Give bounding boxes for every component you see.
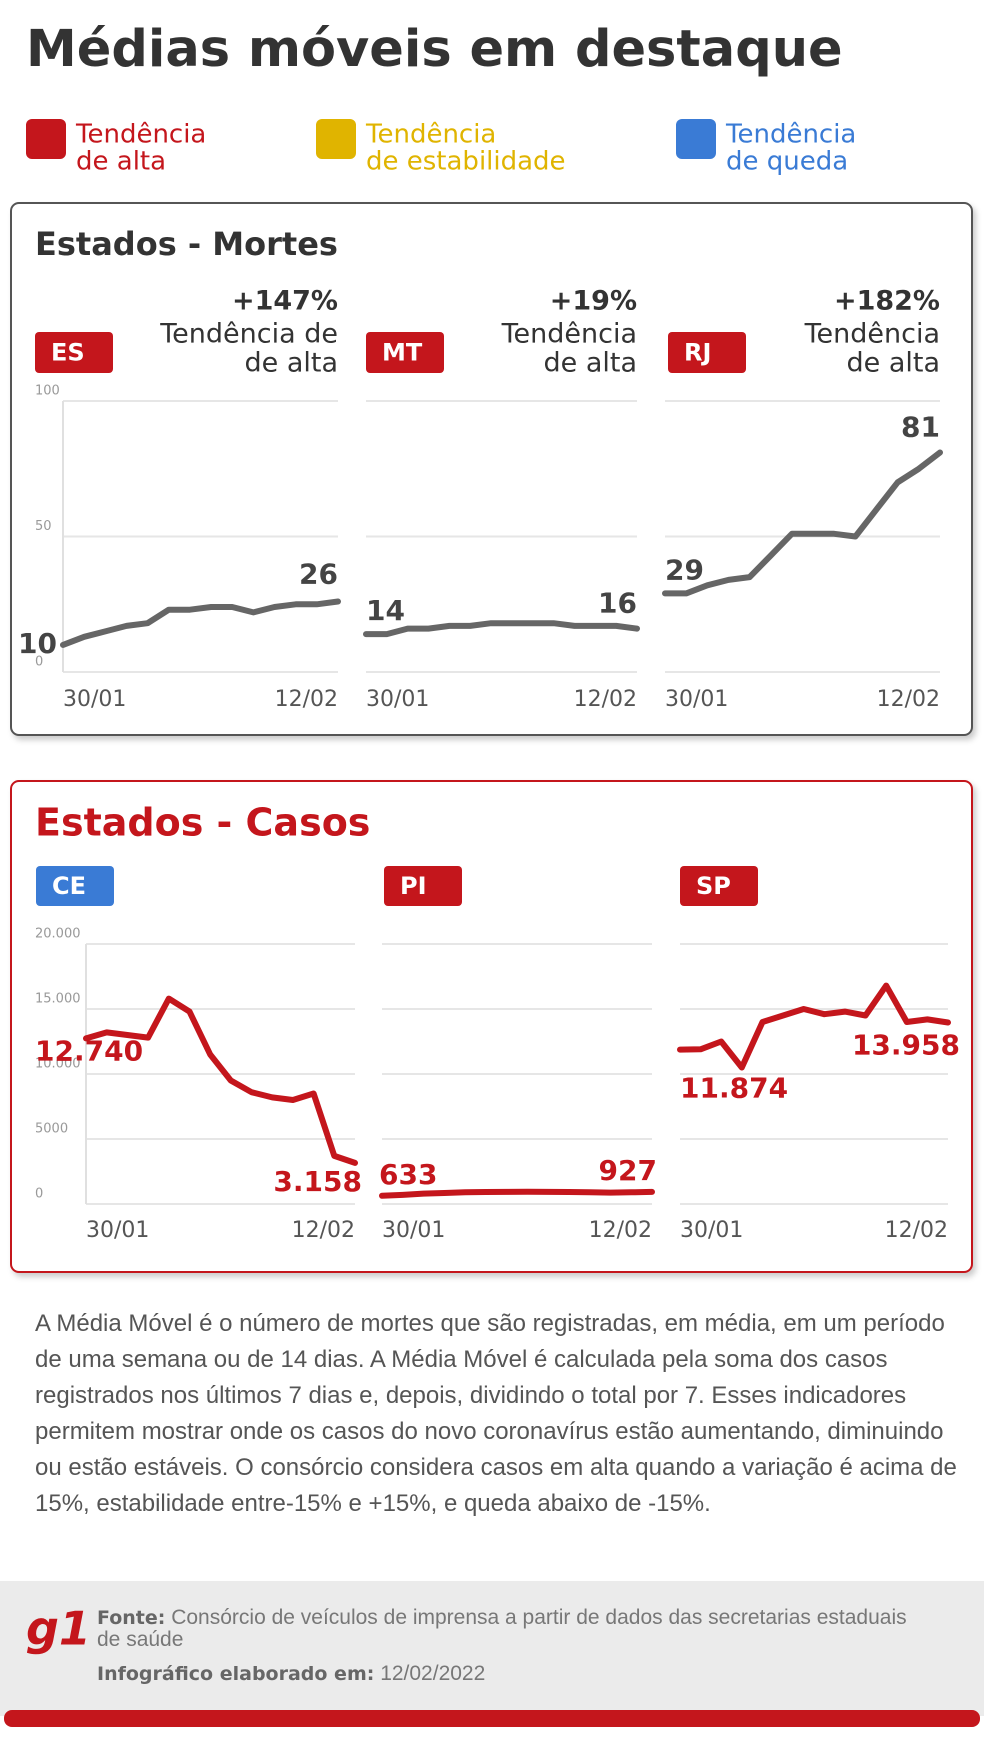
- badge: [35, 332, 113, 373]
- change-label: +147%: [232, 286, 338, 317]
- title: Médias móveis em destaque: [26, 20, 843, 79]
- date: Infográfico elaborado em: 12/02/2022: [97, 1662, 917, 1686]
- trend-label: de alta: [543, 348, 637, 379]
- legend-label: Tendência: [75, 120, 206, 150]
- x-tick-label: 30/01: [366, 687, 429, 712]
- source: Fonte: Consórcio de veículos de imprensa…: [97, 1607, 917, 1651]
- badge: [366, 332, 444, 373]
- date-text: 12/02/2022: [380, 1662, 486, 1685]
- badge: [384, 866, 462, 906]
- note: A Média Móvel é o número de mortes que s…: [35, 1310, 957, 1517]
- line: [677, 982, 951, 1071]
- legend-swatch: [676, 119, 716, 159]
- badge-label: PI: [400, 872, 427, 900]
- y-tick-label: 5000: [35, 1122, 68, 1137]
- badge-label: RJ: [684, 339, 711, 367]
- x-tick-label: 30/01: [382, 1218, 445, 1243]
- x-tick-label: 30/01: [665, 687, 728, 712]
- y-tick-label: 20.000: [35, 927, 81, 942]
- logo: g1: [26, 1602, 91, 1656]
- badge-label: MT: [382, 339, 423, 367]
- value-label: 29: [665, 553, 704, 586]
- x-tick-label: 12/02: [885, 1218, 948, 1243]
- x-tick-label: 12/02: [275, 687, 338, 712]
- source-text: Consórcio de veículos de imprensa a part…: [97, 1606, 907, 1651]
- badge: [36, 866, 114, 906]
- value-label: 633: [379, 1158, 437, 1191]
- x-tick-label: 30/01: [63, 687, 126, 712]
- x-tick-label: 12/02: [589, 1218, 652, 1243]
- value-label: 927: [599, 1154, 657, 1187]
- y-tick-label: 0: [35, 655, 43, 670]
- badge-label: ES: [51, 339, 85, 367]
- source-label: Fonte:: [97, 1607, 166, 1629]
- x-tick-label: 12/02: [292, 1218, 355, 1243]
- value-label: 81: [901, 410, 940, 443]
- y-tick-label: 100: [35, 384, 60, 399]
- change-label: +19%: [550, 286, 637, 317]
- deaths-box: [10, 202, 973, 736]
- value-label: 12.740: [35, 1034, 143, 1067]
- badge: [680, 866, 758, 906]
- y-tick-label: 15.000: [35, 992, 81, 1007]
- badge-label: CE: [52, 872, 86, 900]
- legend-swatch: [316, 119, 356, 159]
- line: [83, 995, 358, 1166]
- y-tick-label: 10.000: [35, 1057, 81, 1072]
- trend-label: Tendência: [501, 319, 637, 350]
- line: [379, 1188, 655, 1199]
- trend-label: de alta: [846, 348, 940, 379]
- x-tick-label: 30/01: [86, 1218, 149, 1243]
- legend-label: de queda: [726, 147, 848, 177]
- legend-swatch: [26, 119, 66, 159]
- y-tick-label: 50: [35, 519, 52, 534]
- value-label: 14: [366, 594, 405, 627]
- trend-label: Tendência de: [159, 319, 338, 350]
- trend-label: de alta: [244, 348, 338, 379]
- legend-label: de estabilidade: [366, 147, 566, 177]
- value-label: 3.158: [273, 1165, 362, 1198]
- value-label: 13.958: [852, 1029, 960, 1062]
- line: [363, 620, 640, 638]
- footer-band: [0, 1581, 984, 1716]
- value-label: 10: [18, 627, 57, 660]
- x-tick-label: 12/02: [877, 687, 940, 712]
- section-title: Estados - Casos: [35, 801, 370, 845]
- badge-label: SP: [696, 872, 731, 900]
- section-title: Estados - Mortes: [35, 225, 338, 263]
- footer-bar: [4, 1710, 980, 1727]
- badge: [668, 332, 746, 373]
- value-label: 16: [598, 587, 637, 620]
- value-label: 26: [299, 558, 338, 591]
- x-tick-label: 30/01: [680, 1218, 743, 1243]
- change-label: +182%: [834, 286, 940, 317]
- value-label: 11.874: [680, 1072, 788, 1105]
- line: [662, 449, 943, 597]
- trend-label: Tendência: [804, 319, 940, 350]
- legend-label: de alta: [76, 147, 166, 177]
- legend-label: Tendência: [725, 120, 856, 150]
- date-label: Infográfico elaborado em:: [97, 1663, 375, 1685]
- y-tick-label: 0: [35, 1187, 43, 1202]
- x-tick-label: 12/02: [574, 687, 637, 712]
- line: [60, 598, 341, 648]
- legend-label: Tendência: [365, 120, 496, 150]
